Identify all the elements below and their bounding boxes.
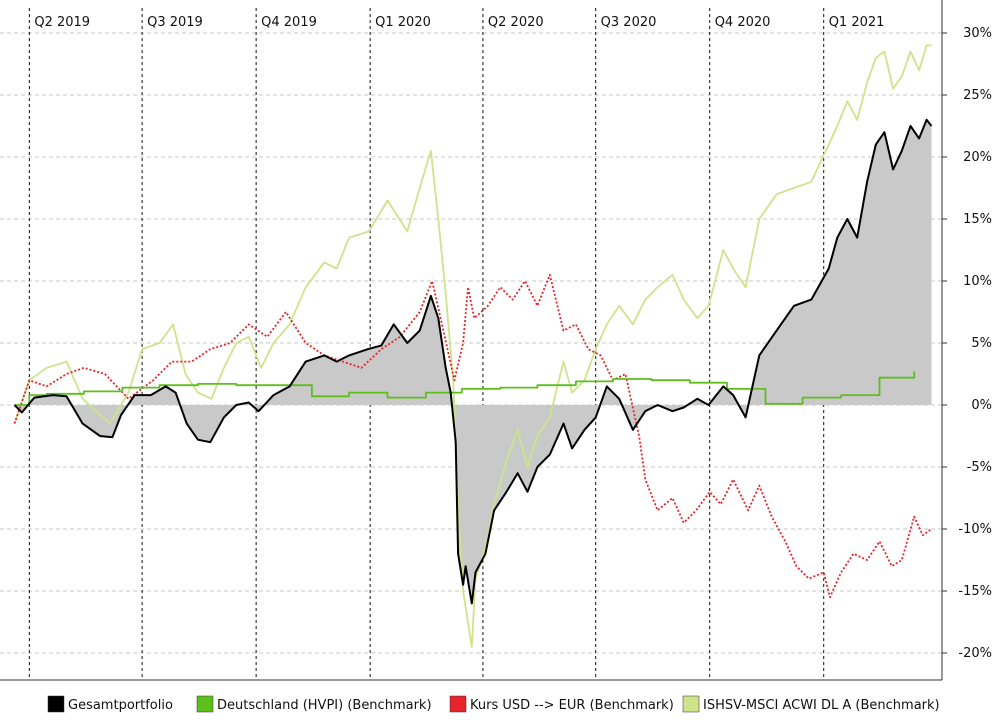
quarter-label-3: Q1 2020 bbox=[375, 15, 431, 30]
legend-label-0: Gesamtportfolio bbox=[68, 698, 173, 713]
quarter-label-4: Q2 2020 bbox=[488, 15, 544, 30]
quarter-label-2: Q4 2019 bbox=[261, 15, 317, 30]
y-tick-label-1: 25% bbox=[963, 88, 992, 103]
quarter-label-7: Q1 2021 bbox=[829, 15, 885, 30]
legend-label-1: Deutschland (HVPI) (Benchmark) bbox=[217, 698, 432, 713]
series-line-2 bbox=[13, 273, 933, 599]
y-tick-label-7: -5% bbox=[967, 460, 992, 475]
legend-swatch-2 bbox=[449, 695, 467, 713]
y-tick-label-5: 5% bbox=[971, 336, 992, 351]
y-tick-label-10: -20% bbox=[958, 646, 992, 661]
quarter-markers: Q2 2019 Q3 2019 Q4 2019 Q1 2020 Q2 2020 Q3 20… bbox=[28, 8, 885, 680]
legend-swatch-0 bbox=[47, 695, 65, 713]
quarter-label-1: Q3 2019 bbox=[147, 15, 203, 30]
series-line-0 bbox=[13, 118, 933, 605]
series-lines bbox=[13, 44, 933, 648]
quarter-label-6: Q4 2020 bbox=[715, 15, 771, 30]
legend-label-2: Kurs USD --> EUR (Benchmark) bbox=[470, 698, 674, 713]
y-tick-label-4: 10% bbox=[963, 274, 992, 289]
quarter-label-0: Q2 2019 bbox=[34, 15, 90, 30]
y-tick-label-8: -10% bbox=[958, 522, 992, 537]
legend-label-3: ISHSV-MSCI ACWI DL A (Benchmark) bbox=[703, 698, 940, 713]
y-tick-label-9: -15% bbox=[958, 584, 992, 599]
legend-swatch-3 bbox=[682, 695, 700, 713]
series-area-0 bbox=[14, 119, 932, 604]
y-tick-label-6: 0% bbox=[971, 398, 992, 413]
legend-swatch-1 bbox=[196, 695, 214, 713]
series-line-1 bbox=[14, 371, 916, 406]
y-tick-label-3: 15% bbox=[963, 212, 992, 227]
y-axis: 30% 25% 20% 15% 10% 5% 0% -5% -10% -15% -20% bbox=[0, 0, 992, 681]
series-line-3 bbox=[13, 44, 932, 648]
quarter-label-5: Q3 2020 bbox=[601, 15, 657, 30]
y-tick-label-2: 20% bbox=[963, 150, 992, 165]
portfolio-area bbox=[14, 119, 932, 604]
legend: Gesamtportfolio Deutschland (HVPI) (Bench… bbox=[47, 695, 940, 713]
y-tick-label-0: 30% bbox=[963, 26, 992, 41]
